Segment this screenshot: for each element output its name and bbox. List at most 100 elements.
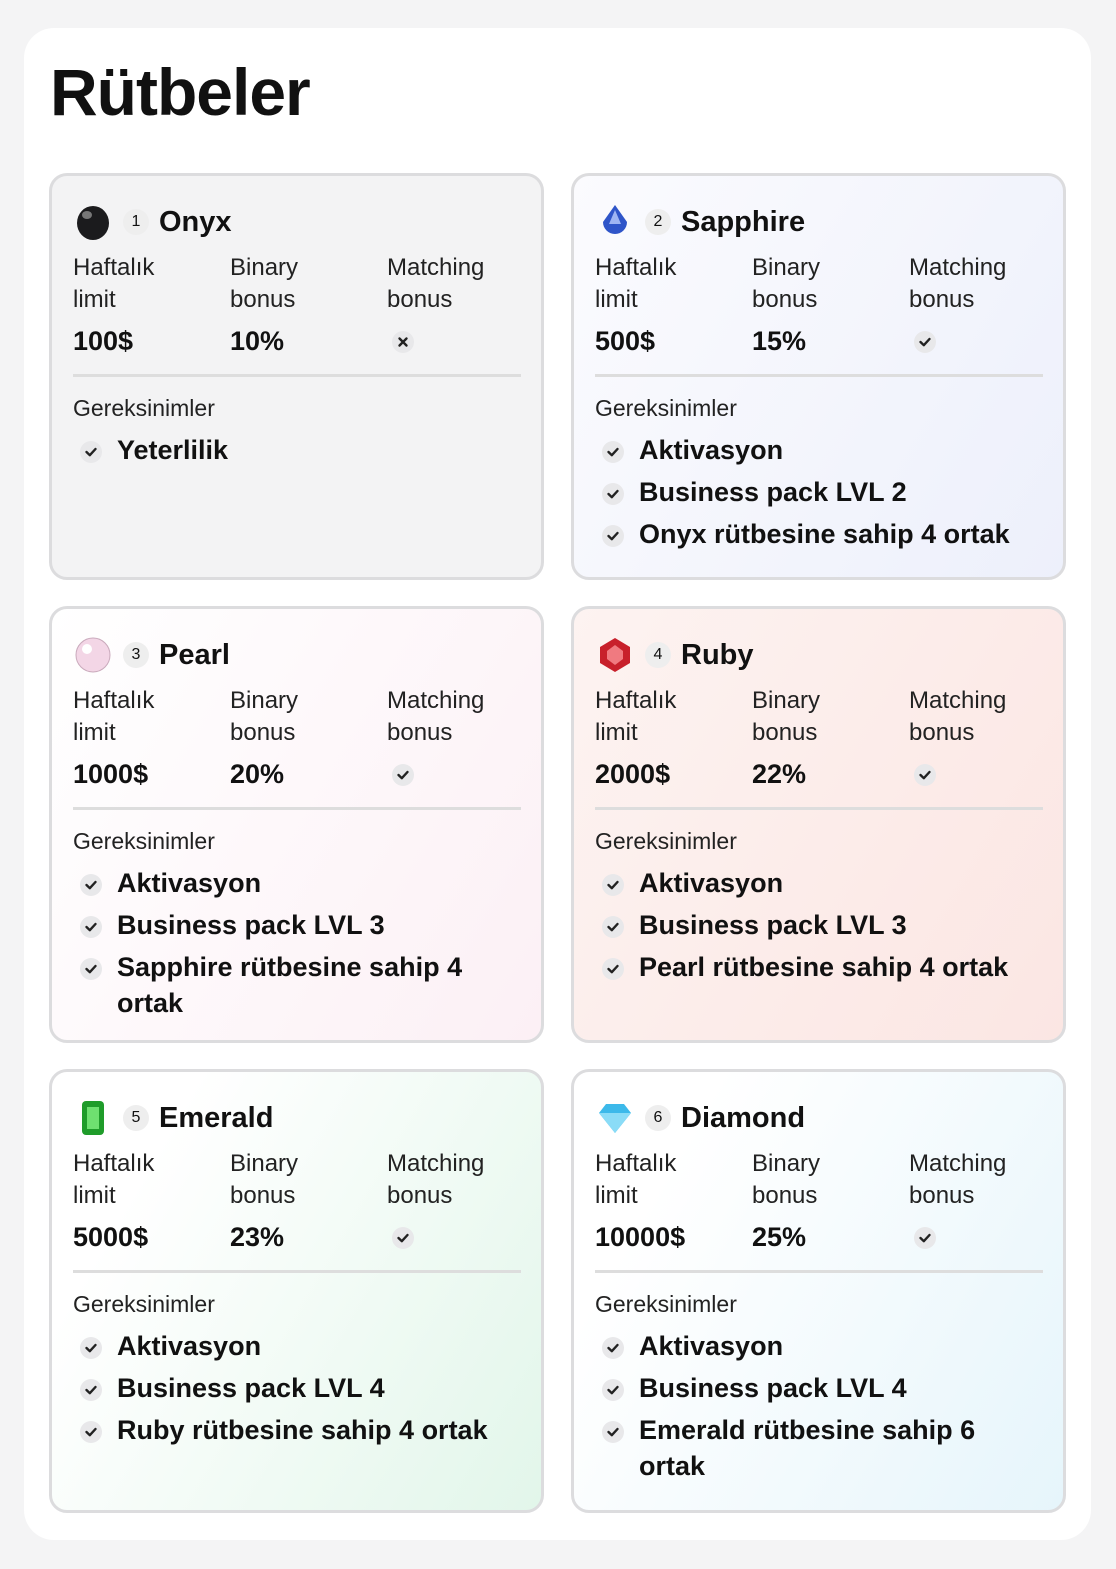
check: [919, 1233, 931, 1243]
gem-icon: [73, 202, 113, 242]
stat-label: Haftalık limit: [595, 687, 677, 746]
check: [607, 922, 619, 932]
rank-grid: 1 Onyx Haftalık limit Binary bonus Matching …: [49, 173, 1067, 1513]
requirement-text: Emerald rütbesine sahip 6 ortak: [639, 1415, 976, 1481]
requirements-label: Gereksinimler: [595, 828, 737, 854]
stat-label: Binary bonus: [752, 254, 821, 313]
requirement: Aktivasyon: [73, 1328, 521, 1364]
check-icon: [914, 764, 936, 786]
check: [919, 770, 931, 780]
requirement: Emerald rütbesine sahip 6 ortak: [595, 1412, 1043, 1484]
stat-label: Binary bonus: [230, 254, 299, 313]
requirement-text: Business pack LVL 3: [639, 910, 907, 940]
stat-value: 23%: [230, 1222, 285, 1252]
stat-label: Matching bonus: [909, 254, 1007, 313]
requirement-text: Sapphire rütbesine sahip 4 ortak: [117, 952, 463, 1018]
check: [607, 1427, 619, 1437]
gem-icon: [595, 635, 635, 675]
check: [607, 531, 619, 541]
check-icon: [914, 1227, 936, 1249]
stat-label: Binary bonus: [230, 687, 299, 746]
check: [85, 1343, 97, 1353]
stat-value: 25%: [752, 1222, 807, 1252]
stat-value: 20%: [230, 759, 285, 789]
stat-label: Matching bonus: [909, 1150, 1007, 1209]
requirement: Business pack LVL 2: [595, 474, 1043, 510]
check: [397, 1233, 409, 1243]
check-icon: [80, 958, 102, 980]
matching-status: [391, 330, 537, 360]
requirement-text: Business pack LVL 2: [639, 477, 907, 507]
icon-bg: [914, 331, 936, 353]
gem: [77, 206, 109, 240]
requirement-text: Business pack LVL 4: [639, 1373, 907, 1403]
requirements-label: Gereksinimler: [595, 395, 737, 421]
requirement-text: Aktivasyon: [639, 435, 784, 465]
requirement: Aktivasyon: [595, 432, 1043, 468]
icon-bg: [602, 483, 624, 505]
rank-header: 1 Onyx: [73, 198, 521, 246]
stat-label: Haftalık limit: [595, 1150, 677, 1209]
check: [85, 447, 97, 457]
check-icon: [80, 916, 102, 938]
stat-label: Matching bonus: [387, 1150, 485, 1209]
gem-icon: [73, 635, 113, 675]
gem: [599, 1104, 631, 1133]
rank-number: 4: [645, 642, 671, 668]
requirement-text: Pearl rütbesine sahip 4 ortak: [639, 952, 1009, 982]
stat-value: 5000$: [73, 1222, 149, 1252]
check: [607, 1385, 619, 1395]
stat-value: 100$: [73, 326, 134, 356]
requirement: Business pack LVL 3: [595, 907, 1043, 943]
check-icon: [602, 1337, 624, 1359]
gem: [82, 1101, 104, 1135]
icon-bg: [914, 1227, 936, 1249]
stat-label: Matching bonus: [909, 687, 1007, 746]
stat-value: 500$: [595, 326, 656, 356]
requirement-text: Aktivasyon: [639, 868, 784, 898]
requirement-text: Onyx rütbesine sahip 4 ortak: [639, 519, 1010, 549]
divider: [595, 807, 1043, 810]
gem-icon: [73, 1098, 113, 1138]
rank-header: 2 Sapphire: [595, 198, 1043, 246]
icon-bg: [602, 958, 624, 980]
matching-status: [913, 763, 1059, 793]
rank-name: Sapphire: [681, 205, 806, 238]
check-icon: [80, 1379, 102, 1401]
rank-number: 3: [123, 642, 149, 668]
rank-stats: Haftalık limit Binary bonus Matching bonus…: [73, 252, 521, 360]
gem: [75, 637, 111, 673]
rank-card: 2 Sapphire Haftalık limit Binary bonus Match…: [571, 173, 1066, 580]
matching-status: [391, 763, 537, 793]
matching-status: [913, 1226, 1059, 1256]
rank-card: 6 Diamond Haftalık limit Binary bonus Matchi…: [571, 1069, 1066, 1513]
rank-card: 4 Ruby Haftalık limit Binary bonus Matching …: [571, 606, 1066, 1043]
cross-icon: [392, 331, 414, 353]
stat-label: Matching bonus: [387, 687, 485, 746]
check-icon: [602, 525, 624, 547]
check-icon: [80, 441, 102, 463]
stat-label: Binary bonus: [752, 687, 821, 746]
icon-bg: [80, 1379, 102, 1401]
requirement: Business pack LVL 3: [73, 907, 521, 943]
icon-bg: [602, 1421, 624, 1443]
check: [607, 447, 619, 457]
icon-bg: [392, 1227, 414, 1249]
requirement-text: Aktivasyon: [639, 1331, 784, 1361]
matching-status: [391, 1226, 537, 1256]
stat-value: 1000$: [73, 759, 149, 789]
requirement: Aktivasyon: [595, 865, 1043, 901]
rank-name: Onyx: [159, 205, 232, 238]
check: [607, 964, 619, 974]
check-icon: [80, 1421, 102, 1443]
icon-bg: [80, 441, 102, 463]
check: [85, 964, 97, 974]
check-icon: [602, 874, 624, 896]
rank-card: 5 Emerald Haftalık limit Binary bonus Matchi…: [49, 1069, 544, 1513]
requirement: Sapphire rütbesine sahip 4 ortak: [73, 949, 521, 1021]
rank-header: 3 Pearl: [73, 631, 521, 679]
requirements-label: Gereksinimler: [73, 1291, 215, 1317]
icon-bg: [80, 1337, 102, 1359]
stat-label: Binary bonus: [230, 1150, 299, 1209]
requirements-label: Gereksinimler: [73, 395, 215, 421]
